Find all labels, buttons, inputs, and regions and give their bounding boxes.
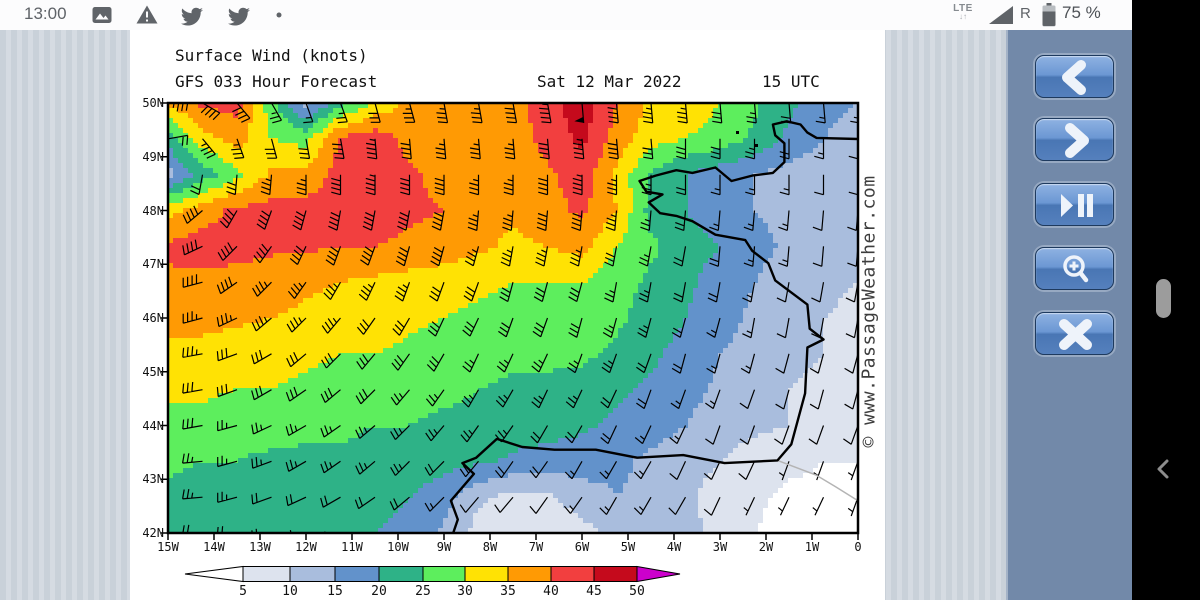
- lat-tick-label: 47N: [142, 257, 164, 272]
- wind-map[interactable]: [161, 101, 860, 540]
- lon-tick-label: 15W: [157, 540, 179, 554]
- scale-tick-label: 30: [457, 584, 473, 599]
- play-pause-button[interactable]: [1035, 183, 1114, 226]
- lat-tick-label: 49N: [142, 149, 164, 164]
- watermark: © www.PassageWeather.com: [858, 175, 880, 448]
- lon-tick-label: 12W: [295, 540, 317, 554]
- roaming-indicator: R: [1020, 5, 1031, 22]
- network-activity-arrows: ↓↑: [959, 12, 967, 21]
- scale-tick-label: 25: [415, 584, 431, 599]
- side-toolbar: [1006, 30, 1132, 600]
- scale-tick-label: 20: [371, 584, 387, 599]
- lat-tick-label: 43N: [142, 472, 164, 487]
- map-title: Surface Wind (knots): [175, 46, 368, 65]
- network-type-indicator: LTE ↓↑: [950, 3, 976, 21]
- weather-map-page: Surface Wind (knots) GFS 033 Hour Foreca…: [130, 30, 885, 600]
- back-chevron-icon[interactable]: [1154, 458, 1172, 480]
- lon-tick-label: 14W: [203, 540, 225, 554]
- magnifier-plus-icon: [1063, 255, 1089, 283]
- lon-tick-label: 9W: [436, 540, 452, 554]
- play-pause-icon: [1061, 194, 1093, 217]
- lon-tick-label: 11W: [341, 540, 363, 554]
- scrollbar-thumb[interactable]: [1156, 279, 1171, 318]
- forecast-hour: 15 UTC: [762, 72, 820, 91]
- lon-tick-label: 3W: [712, 540, 728, 554]
- battery-percentage: 75 %: [1062, 3, 1101, 22]
- lon-tick-label: 7W: [528, 540, 544, 554]
- scale-tick-label: 5: [239, 584, 247, 599]
- lon-tick-label: 6W: [574, 540, 590, 554]
- lon-tick-label: 0: [854, 540, 862, 554]
- forecast-date: Sat 12 Mar 2022: [537, 72, 682, 91]
- scale-tick-label: 35: [500, 584, 516, 599]
- lat-tick-label: 45N: [142, 364, 164, 379]
- previous-button[interactable]: [1035, 55, 1114, 98]
- chevron-left-icon: [1062, 60, 1086, 95]
- signal-strength-icon: [989, 6, 1013, 24]
- scale-tick-label: 45: [586, 584, 602, 599]
- warning-icon: [136, 5, 158, 24]
- dot-icon: [276, 12, 282, 18]
- lat-tick-label: 42N: [142, 526, 164, 540]
- lat-tick-label: 50N: [142, 96, 164, 110]
- clock: 13:00: [24, 4, 67, 23]
- twitter-icon: [180, 7, 203, 26]
- battery-icon: [1042, 3, 1056, 27]
- scale-tick-label: 10: [282, 584, 298, 599]
- lon-tick-label: 4W: [666, 540, 682, 554]
- lon-tick-label: 5W: [620, 540, 636, 554]
- status-bar: 13:00 LTE ↓↑ R 75 %: [0, 0, 1132, 30]
- map-subtitle: GFS 033 Hour Forecast: [175, 72, 378, 91]
- twitter-icon: [227, 7, 250, 26]
- scale-tick-label: 15: [327, 584, 343, 599]
- lon-tick-label: 13W: [249, 540, 271, 554]
- close-x-icon: [1059, 319, 1092, 350]
- scale-tick-label: 40: [543, 584, 559, 599]
- screen-edge-strip: [1132, 0, 1200, 600]
- lat-tick-label: 46N: [142, 311, 164, 325]
- lon-tick-label: 2W: [758, 540, 774, 554]
- next-button[interactable]: [1035, 118, 1114, 161]
- lon-tick-label: 8W: [482, 540, 498, 554]
- lat-tick-label: 44N: [142, 418, 164, 433]
- lon-tick-label: 1W: [804, 540, 820, 554]
- chevron-right-icon: [1065, 123, 1089, 158]
- scale-tick-label: 50: [629, 584, 645, 599]
- lat-tick-label: 48N: [142, 203, 164, 218]
- image-icon: [92, 7, 112, 23]
- zoom-in-button[interactable]: [1035, 247, 1114, 290]
- color-scale-bar: [184, 565, 681, 583]
- lon-tick-label: 10W: [387, 540, 409, 554]
- close-button[interactable]: [1035, 312, 1114, 355]
